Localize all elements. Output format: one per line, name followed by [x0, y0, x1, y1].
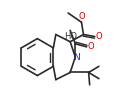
Text: N: N	[73, 53, 80, 62]
Text: O: O	[78, 12, 85, 21]
Text: HO: HO	[64, 33, 77, 42]
Text: O: O	[96, 32, 102, 41]
Text: O: O	[88, 42, 94, 51]
